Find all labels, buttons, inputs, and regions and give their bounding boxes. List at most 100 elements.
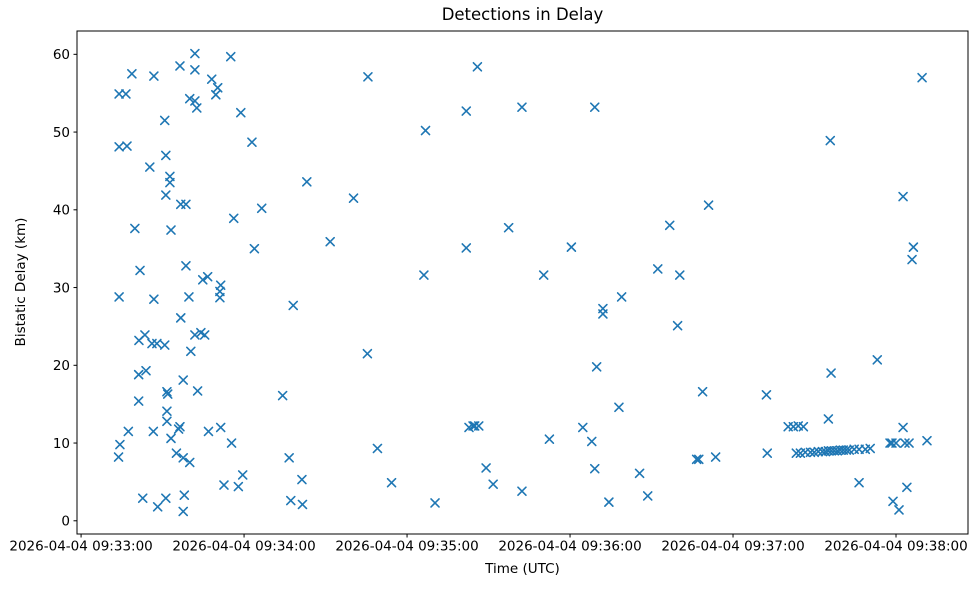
scatter-point: [908, 242, 919, 252]
scatter-point: [197, 274, 208, 285]
scatter-point: [589, 463, 600, 474]
scatter-point: [114, 292, 124, 302]
scatter-point: [674, 270, 685, 280]
scatter-point: [206, 74, 217, 85]
scatter-point: [762, 448, 773, 458]
scatter-point: [175, 421, 185, 432]
scatter-point: [900, 438, 910, 448]
scatter-point: [302, 177, 312, 187]
scatter-point: [517, 486, 527, 497]
scatter-point: [179, 490, 190, 500]
scatter-point: [236, 107, 246, 118]
scatter-point: [190, 48, 200, 59]
scatter-point: [149, 294, 159, 305]
scatter-point: [591, 362, 602, 372]
x-tick-label: 2026-04-04 09:36:00: [498, 539, 641, 555]
scatter-point: [566, 242, 577, 252]
scatter-point: [228, 213, 239, 224]
scatter-point: [888, 496, 898, 507]
y-tick-label: 50: [53, 125, 70, 141]
scatter-point: [703, 200, 714, 210]
scatter-point: [813, 446, 824, 457]
scatter-point: [461, 106, 472, 116]
scatter-point: [256, 203, 267, 214]
scatter-point: [854, 477, 864, 488]
scatter-point: [691, 454, 702, 465]
scatter-point: [697, 386, 708, 397]
scatter-point: [161, 150, 171, 161]
y-tick-label: 20: [53, 358, 70, 374]
scatter-point: [277, 390, 288, 401]
scatter-point: [710, 452, 721, 462]
scatter-point: [161, 190, 171, 200]
scatter-point: [114, 89, 124, 99]
x-tick-label: 2026-04-04 09:33:00: [9, 539, 152, 555]
scatter-point: [872, 355, 883, 365]
y-tick-label: 10: [53, 436, 70, 452]
axes-frame: [76, 30, 969, 535]
scatter-point: [123, 426, 134, 437]
scatter-point: [166, 225, 176, 235]
scatter-point: [325, 236, 335, 247]
scatter-point: [203, 426, 214, 437]
scatter-point: [181, 260, 191, 271]
scatter-point: [693, 454, 704, 465]
scatter-point: [825, 135, 836, 146]
scatter-point: [226, 438, 237, 448]
x-tick-label: 2026-04-04 09:34:00: [172, 539, 315, 555]
scatter-point: [192, 386, 203, 396]
x-tick-label: 2026-04-04 09:38:00: [824, 539, 967, 555]
scatter-point: [140, 330, 150, 340]
scatter-point: [841, 445, 852, 455]
scatter-point: [469, 421, 480, 431]
scatter-point: [614, 402, 624, 413]
scatter-point: [894, 505, 904, 515]
scatter-point: [362, 348, 373, 359]
scatter-point: [233, 481, 244, 492]
scatter-point: [115, 439, 125, 450]
scatter-point: [184, 93, 195, 104]
scatter-point: [175, 313, 186, 323]
scatter-point: [202, 271, 213, 282]
scatter-point: [178, 375, 189, 385]
scatter-point: [161, 493, 171, 504]
scatter-point: [823, 414, 834, 424]
scatter-point: [141, 365, 151, 376]
scatter-point: [171, 448, 182, 458]
scatter-point: [113, 452, 124, 462]
scatter-point: [152, 501, 163, 512]
x-tick-label: 2026-04-04 09:35:00: [335, 539, 478, 555]
scatter-point: [904, 438, 914, 448]
scatter-point: [149, 71, 159, 81]
scatter-point: [215, 280, 226, 291]
scatter-point: [664, 220, 675, 231]
scatter-point: [184, 292, 194, 302]
scatter-point: [212, 82, 223, 93]
scatter-point: [672, 320, 683, 331]
scatter-point: [178, 506, 189, 517]
y-tick-label: 0: [61, 514, 70, 530]
scatter-point: [503, 222, 514, 233]
scatter-point: [598, 309, 608, 319]
chart-title: Detections in Delay: [441, 5, 604, 24]
scatter-point: [297, 499, 308, 510]
scatter-point: [145, 162, 155, 172]
scatter-point: [249, 243, 260, 254]
scatter-point: [826, 368, 836, 378]
scatter-point: [133, 369, 144, 380]
scatter-point: [191, 103, 202, 113]
scatter-point: [898, 191, 908, 202]
scatter-point: [175, 61, 185, 71]
scatter-point: [907, 254, 917, 265]
scatter-point: [285, 495, 296, 506]
scatter-point: [121, 89, 131, 99]
scatter-point: [348, 193, 359, 203]
scatter-point: [186, 346, 196, 357]
scatter-point: [805, 447, 816, 458]
scatter-point: [430, 498, 440, 508]
scatter-point: [898, 422, 908, 433]
axis-ticks: 2026-04-04 09:33:00 2026-04-04 09:34:00 20…: [9, 47, 967, 554]
scatter-point: [461, 243, 472, 253]
scatter-point: [166, 433, 176, 444]
